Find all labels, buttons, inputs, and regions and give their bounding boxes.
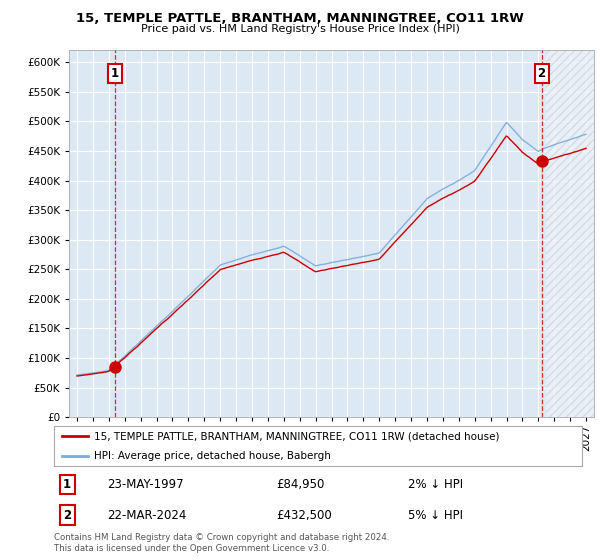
Text: 1: 1 [63,478,71,491]
Text: 15, TEMPLE PATTLE, BRANTHAM, MANNINGTREE, CO11 1RW: 15, TEMPLE PATTLE, BRANTHAM, MANNINGTREE… [76,12,524,25]
Text: £432,500: £432,500 [276,508,332,521]
Text: 15, TEMPLE PATTLE, BRANTHAM, MANNINGTREE, CO11 1RW (detached house): 15, TEMPLE PATTLE, BRANTHAM, MANNINGTREE… [94,431,499,441]
Text: 5% ↓ HPI: 5% ↓ HPI [408,508,463,521]
Text: 1: 1 [110,67,119,80]
Text: £84,950: £84,950 [276,478,324,491]
Text: 23-MAY-1997: 23-MAY-1997 [107,478,184,491]
Text: HPI: Average price, detached house, Babergh: HPI: Average price, detached house, Babe… [94,451,331,461]
Text: Contains HM Land Registry data © Crown copyright and database right 2024.
This d: Contains HM Land Registry data © Crown c… [54,533,389,553]
Text: 22-MAR-2024: 22-MAR-2024 [107,508,186,521]
Text: 2% ↓ HPI: 2% ↓ HPI [408,478,463,491]
Text: 2: 2 [538,67,546,80]
Text: Price paid vs. HM Land Registry's House Price Index (HPI): Price paid vs. HM Land Registry's House … [140,24,460,34]
Text: 2: 2 [63,508,71,521]
